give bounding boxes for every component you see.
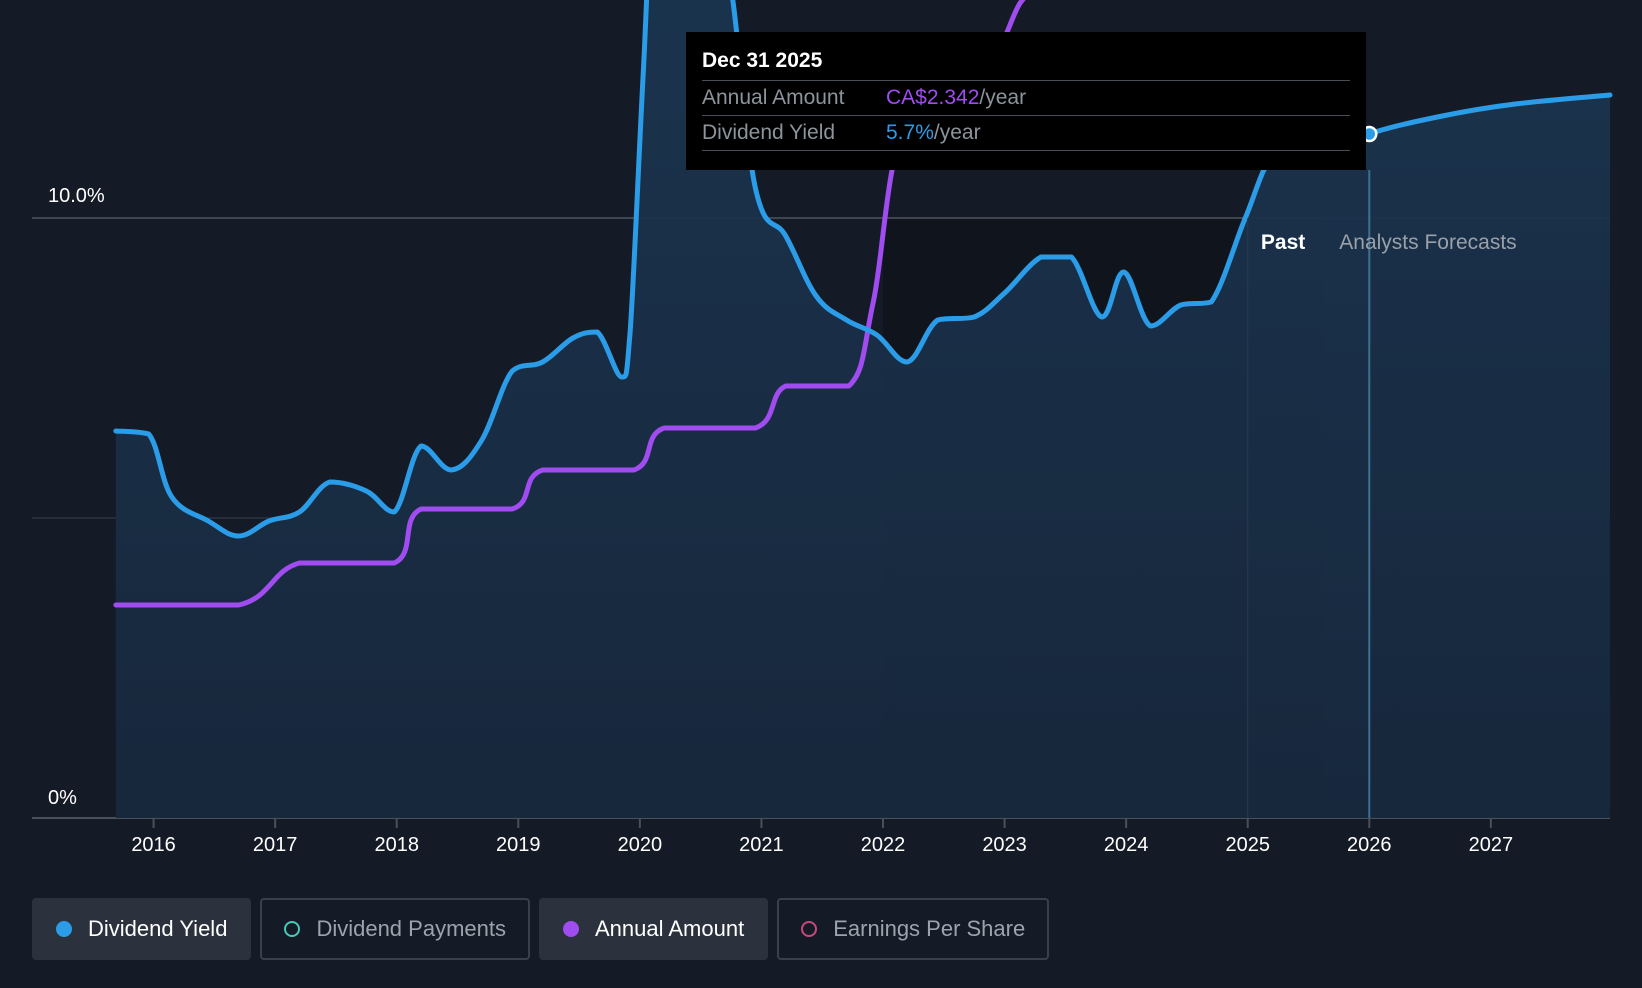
- legend-dot-icon: [562, 921, 579, 937]
- x-tick-label: 2020: [618, 834, 663, 856]
- legend-label: Dividend Payments: [316, 916, 506, 941]
- x-tick-label: 2017: [253, 834, 298, 856]
- tooltip-unit: /year: [979, 86, 1027, 109]
- tooltip-value: CA$2.342: [886, 86, 980, 109]
- x-tick-label: 2022: [861, 834, 906, 856]
- legend-label: Earnings Per Share: [833, 916, 1026, 941]
- legend-dividend-payments-button[interactable]: Dividend Payments: [260, 898, 530, 960]
- x-tick-label: 2019: [496, 834, 541, 856]
- legend-dot-icon: [56, 921, 72, 937]
- legend-dividend-yield-button[interactable]: Dividend Yield: [32, 898, 252, 960]
- x-tick-label: 2026: [1347, 834, 1392, 856]
- legend-annual-amount-button[interactable]: Annual Amount: [538, 898, 769, 960]
- legend-label: Annual Amount: [594, 916, 745, 941]
- tooltip: Dec 31 2025 Annual Amount CA$2.342 /year…: [686, 32, 1366, 170]
- tooltip-row-annual-amount: Annual Amount CA$2.342 /year: [702, 80, 1350, 115]
- x-tick-label: 2021: [739, 834, 784, 856]
- x-tick-label: 2018: [374, 834, 419, 856]
- legend: Dividend Yield Dividend Payments Annual …: [32, 898, 1050, 962]
- dividend-yield-line: [113, 0, 1613, 539]
- tooltip-unit: /year: [933, 121, 981, 144]
- legend-earnings-per-share-button[interactable]: Earnings Per Share: [777, 898, 1050, 960]
- past-label: Past: [1261, 231, 1305, 254]
- x-tick-label: 2023: [982, 834, 1027, 856]
- tooltip-label: Dividend Yield: [702, 121, 836, 144]
- x-tick-label: 2027: [1469, 834, 1514, 856]
- tooltip-date: Dec 31 2025: [702, 49, 823, 72]
- x-tick-label: 2025: [1225, 834, 1270, 856]
- x-tick-label: 2016: [131, 834, 176, 856]
- y-tick-label: 10.0%: [48, 185, 105, 207]
- dividend-yield-area: [115, 0, 1610, 818]
- tooltip-label: Annual Amount: [702, 86, 845, 109]
- legend-dot-icon: [284, 921, 301, 937]
- x-tick-label: 2024: [1104, 834, 1149, 856]
- legend-label: Dividend Yield: [88, 916, 228, 941]
- y-tick-label: 0%: [48, 787, 77, 809]
- tooltip-row-dividend-yield: Dividend Yield 5.7% /year: [702, 115, 1350, 151]
- analysts-forecasts-label: Analysts Forecasts: [1339, 231, 1516, 254]
- legend-dot-icon: [801, 921, 818, 937]
- tooltip-value: 5.7%: [886, 121, 934, 144]
